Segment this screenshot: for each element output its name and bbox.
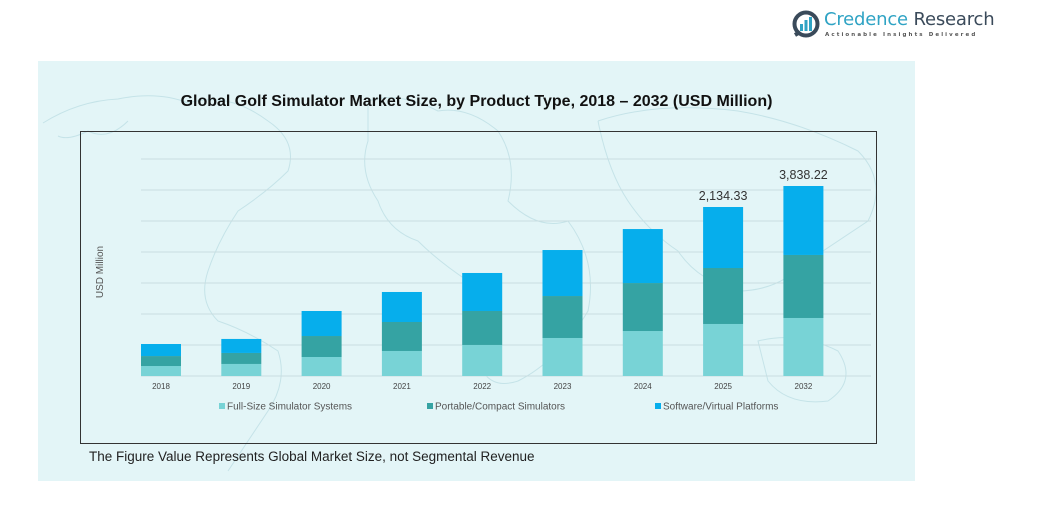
chart-title: Global Golf Simulator Market Size, by Pr… xyxy=(180,93,773,110)
x-tick-label: 2024 xyxy=(634,382,652,391)
x-tick-label: 2018 xyxy=(152,382,170,391)
bar-2023-software xyxy=(542,250,583,297)
bar-2022-portable xyxy=(462,310,503,345)
data-label-2025: 2,134.33 xyxy=(699,189,748,203)
bar-2023-portable xyxy=(542,296,583,338)
bar-2020-portable xyxy=(301,336,342,357)
bar-chart-in-circle-logo-icon xyxy=(792,10,820,38)
bar-2021-portable xyxy=(381,321,422,351)
bar-2019-portable xyxy=(221,352,262,364)
x-tick-label: 2023 xyxy=(554,382,572,391)
bar-2032-software xyxy=(783,186,824,255)
bar-2019-software xyxy=(221,338,262,353)
bar-2018-portable xyxy=(141,356,181,367)
stacked-bar-chart: USD Million 2018 2019 2020 2021 2022 2023 2024… xyxy=(95,158,871,413)
x-tick-label: 2021 xyxy=(393,382,411,391)
bar-2021-software xyxy=(381,291,422,322)
brand-name: Credence Research xyxy=(824,9,995,30)
legend-label: Portable/Compact Simulators xyxy=(435,402,565,413)
legend-swatch xyxy=(427,403,433,409)
y-axis-label: USD Million xyxy=(95,246,106,298)
bar-2023-full-size xyxy=(542,337,583,376)
bar-2025-portable xyxy=(703,267,744,324)
brand-name-part1: Credence xyxy=(824,9,908,30)
brand-name-part2: Research xyxy=(907,9,995,30)
bar-2021-full-size xyxy=(381,350,422,376)
bar-2020-full-size xyxy=(301,356,342,376)
bar-2022-software xyxy=(462,272,503,311)
bar-2022-full-size xyxy=(462,344,503,376)
chart-frame: USD Million 2018 2019 2020 2021 2022 2023 2024… xyxy=(80,131,877,444)
bar-2019-full-size xyxy=(221,363,262,376)
bar-2025-software xyxy=(703,207,744,268)
x-tick-label: 2022 xyxy=(473,382,491,391)
brand-logo: Credence Research Actionable Insights De… xyxy=(792,8,995,42)
x-tick-label: 2025 xyxy=(714,382,732,391)
x-tick-label: 2032 xyxy=(795,382,813,391)
legend-swatch xyxy=(655,403,661,409)
bar-2024-software xyxy=(622,229,663,284)
x-tick-label: 2019 xyxy=(232,382,250,391)
bar-2024-full-size xyxy=(622,331,663,376)
chart-panel: Global Golf Simulator Market Size, by Pr… xyxy=(38,61,915,481)
bar-2025-full-size xyxy=(703,323,744,376)
bar-2018-software xyxy=(141,344,181,357)
legend-label: Software/Virtual Platforms xyxy=(663,402,778,413)
bar-2018-full-size xyxy=(141,366,181,376)
bar-2024-portable xyxy=(622,283,663,332)
bar-2032-full-size xyxy=(783,317,824,376)
legend-swatch xyxy=(219,403,225,409)
bar-2032-portable xyxy=(783,254,824,318)
legend-label: Full-Size Simulator Systems xyxy=(227,402,352,413)
x-tick-label: 2020 xyxy=(313,382,331,391)
brand-tagline: Actionable Insights Delivered xyxy=(825,32,978,38)
footnote: The Figure Value Represents Global Marke… xyxy=(89,449,535,464)
data-label-2032: 3,838.22 xyxy=(779,168,828,182)
bar-2020-software xyxy=(301,310,342,337)
